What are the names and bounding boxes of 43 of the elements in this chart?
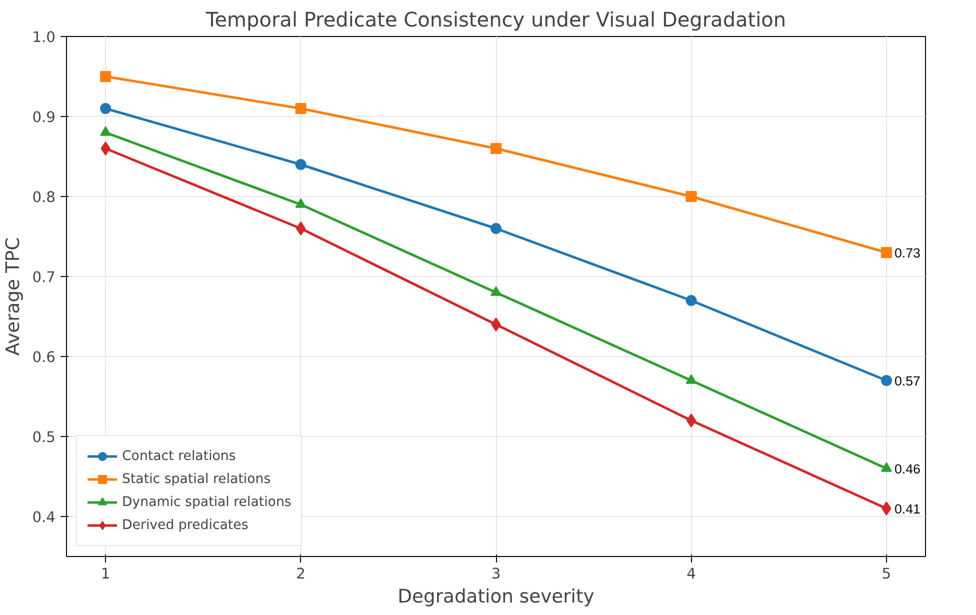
y-tick-label: 0.6: [32, 349, 56, 366]
data-label: 0.41: [894, 502, 920, 516]
legend-label: Static spatial relations: [122, 472, 271, 486]
point: [686, 414, 696, 428]
point: [100, 71, 112, 82]
legend-label: Derived predicates: [122, 518, 248, 532]
y-tick-label: 1.0: [32, 29, 56, 46]
x-tick-label: 4: [686, 566, 696, 582]
point: [296, 222, 306, 236]
x-tick-label: 5: [882, 566, 892, 582]
x-axis-title: Degradation severity: [398, 586, 594, 608]
point: [100, 103, 112, 114]
point: [880, 462, 892, 472]
data-label: 0.73: [894, 246, 920, 260]
legend-label: Contact relations: [122, 448, 236, 464]
y-axis-title: Average TPC: [3, 237, 24, 356]
point: [686, 374, 697, 384]
legend-label: Dynamic spatial relations: [122, 494, 292, 510]
y-tick-label: 0.4: [32, 509, 56, 526]
x-tick-label: 1: [100, 566, 110, 582]
point: [880, 375, 892, 386]
point: [686, 191, 697, 202]
y-tick-label: 0.9: [32, 109, 56, 126]
point: [686, 295, 697, 306]
point: [490, 143, 502, 154]
y-tick-label: 0.5: [32, 429, 56, 446]
y-tick-label: 0.7: [32, 269, 56, 286]
point: [100, 142, 110, 156]
point: [491, 318, 501, 332]
x-tick-label: 2: [296, 566, 306, 582]
x-tick-label: 3: [491, 566, 501, 582]
point: [880, 247, 892, 258]
point: [490, 223, 502, 234]
point: [295, 159, 306, 170]
chart-title: Temporal Predicate Consistency under Visual Degradation: [204, 8, 786, 32]
point: [100, 126, 112, 136]
data-label: 0.57: [894, 374, 920, 388]
data-label: 0.46: [894, 462, 920, 476]
point: [490, 286, 502, 296]
point: [882, 502, 892, 516]
point: [295, 198, 306, 208]
point: [295, 103, 306, 114]
y-tick-label: 0.8: [32, 189, 56, 206]
